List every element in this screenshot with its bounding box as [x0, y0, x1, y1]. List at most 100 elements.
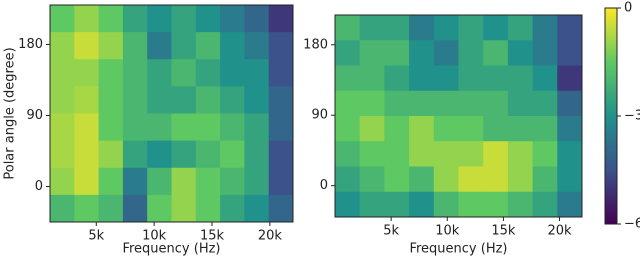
heatmap-cell — [335, 166, 361, 193]
heatmap-cell — [483, 15, 509, 41]
heatmap-cell — [244, 194, 270, 223]
x-tick-label: 20k — [548, 224, 573, 239]
heatmap-cell — [359, 141, 385, 167]
heatmap-cell — [122, 32, 148, 60]
heatmap-cell — [268, 140, 294, 169]
heatmap-cell — [147, 194, 172, 223]
heatmap-cell — [195, 194, 221, 223]
heatmap-cell — [122, 194, 148, 223]
heatmap-cell — [458, 40, 484, 66]
heatmap-cell — [50, 59, 75, 87]
heatmap-cell — [483, 90, 509, 117]
heatmap-cell — [359, 90, 385, 117]
heatmap-cell — [483, 65, 509, 92]
x-tick-label: 20k — [258, 229, 283, 244]
heatmap-cell — [50, 86, 75, 114]
heatmap-cell — [557, 166, 583, 193]
heatmap-cell — [98, 194, 124, 223]
heatmap-cell — [244, 59, 270, 87]
heatmap-cell — [244, 113, 270, 142]
heatmap-cell — [147, 140, 172, 169]
x-tick-label: 10k — [435, 224, 460, 239]
heatmap-cell — [359, 191, 385, 218]
heatmap-cell — [384, 166, 410, 193]
heatmap-cell — [532, 90, 558, 117]
heatmap-cell — [483, 166, 509, 193]
heatmap-cell — [359, 166, 385, 193]
heatmap-cell — [122, 86, 148, 114]
heatmap-cell — [335, 65, 361, 92]
heatmap-cell — [507, 166, 534, 193]
heatmap-cell — [433, 40, 459, 66]
y-tick-label: 180 — [303, 37, 328, 52]
heatmap-cell — [557, 40, 583, 66]
heatmap-cell — [507, 65, 534, 92]
heatmap-cell — [171, 113, 197, 142]
heatmap-cell — [147, 167, 172, 196]
x-axis-label: Frequency (Hz) — [409, 242, 507, 257]
heatmap-cell — [532, 141, 558, 167]
heatmap-cell — [220, 59, 245, 87]
heatmap-cell — [458, 90, 484, 117]
heatmap-cell — [433, 116, 459, 142]
heatmap-cell — [74, 5, 100, 33]
heatmap-cell — [557, 90, 583, 117]
plot-frame — [49, 4, 294, 223]
heatmap-cell — [244, 140, 270, 169]
heatmap-cell — [384, 116, 410, 142]
heatmap-cell — [335, 116, 361, 142]
heatmap-cell — [74, 32, 100, 60]
heatmap-cell — [532, 166, 558, 193]
heatmap-cell — [268, 32, 294, 60]
heatmap-cell — [409, 166, 435, 193]
heatmap-cell — [268, 86, 294, 114]
colorbar — [604, 7, 618, 225]
y-tick-label: 90 — [26, 108, 43, 123]
heatmap-cell — [74, 86, 100, 114]
heatmap-cell — [384, 15, 410, 41]
heatmap-cell — [409, 141, 435, 167]
heatmap-cell — [483, 141, 509, 167]
x-tick-label: 5k — [383, 224, 399, 239]
heatmap-cell — [483, 116, 509, 142]
heatmap-cell — [195, 5, 221, 33]
heatmap-cell — [268, 59, 294, 87]
heatmap-cell — [122, 59, 148, 87]
heatmap-cell — [532, 15, 558, 41]
heatmap-cell — [171, 194, 197, 223]
heatmap-cell — [122, 113, 148, 142]
heatmap-cell — [98, 167, 124, 196]
heatmap-cell — [384, 65, 410, 92]
heatmap-cell — [122, 5, 148, 33]
heatmap-cell — [433, 65, 459, 92]
heatmap-cell — [335, 191, 361, 218]
heatmap-cell — [507, 141, 534, 167]
heatmap-cell — [195, 32, 221, 60]
x-axis-label: Frequency (Hz) — [122, 242, 220, 257]
heatmap-cell — [122, 167, 148, 196]
heatmap-cell — [98, 113, 124, 142]
y-tick-label: 0 — [320, 178, 328, 193]
heatmap-cell — [458, 191, 484, 218]
heatmap-cell — [122, 140, 148, 169]
heatmap-cell — [220, 86, 245, 114]
heatmap-cell — [195, 59, 221, 87]
heatmap-cell — [147, 5, 172, 33]
heatmap-cell — [384, 90, 410, 117]
heatmap-cell — [268, 194, 294, 223]
heatmap-cell — [171, 86, 197, 114]
heatmap-cell — [147, 59, 172, 87]
x-tick-label: 15k — [200, 229, 225, 244]
heatmap-cell — [147, 32, 172, 60]
heatmap-cell — [409, 40, 435, 66]
heatmap-cell — [98, 59, 124, 87]
heatmap-cell — [483, 191, 509, 218]
heatmap-cell — [195, 140, 221, 169]
heatmap-cell — [507, 90, 534, 117]
heatmap-cell — [359, 15, 385, 41]
heatmap-cell — [335, 15, 361, 41]
heatmap-cell — [384, 191, 410, 218]
heatmap-cell — [98, 32, 124, 60]
heatmap-cell — [244, 32, 270, 60]
